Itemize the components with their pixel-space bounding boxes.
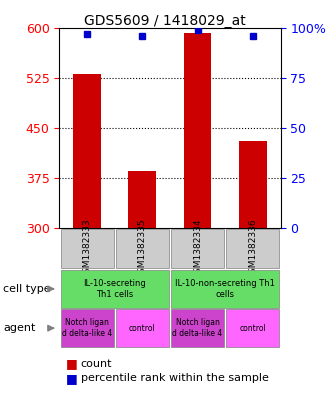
Bar xyxy=(226,309,280,347)
Text: Notch ligan
d delta-like 4: Notch ligan d delta-like 4 xyxy=(62,318,112,338)
Text: IL-10-secreting
Th1 cells: IL-10-secreting Th1 cells xyxy=(83,279,146,299)
Text: control: control xyxy=(129,324,156,332)
Bar xyxy=(116,309,169,347)
Bar xyxy=(171,270,280,308)
Bar xyxy=(60,309,114,347)
Text: control: control xyxy=(240,324,266,332)
Bar xyxy=(171,229,224,268)
Text: ■: ■ xyxy=(66,357,78,370)
Text: GSM1382336: GSM1382336 xyxy=(248,218,257,279)
Text: GDS5609 / 1418029_at: GDS5609 / 1418029_at xyxy=(84,14,246,28)
Text: percentile rank within the sample: percentile rank within the sample xyxy=(81,373,269,383)
Bar xyxy=(60,270,169,308)
Text: cell type: cell type xyxy=(3,284,51,294)
Bar xyxy=(73,74,101,228)
Text: GSM1382335: GSM1382335 xyxy=(138,218,147,279)
Text: count: count xyxy=(81,358,112,369)
Text: ■: ■ xyxy=(66,371,78,385)
Text: agent: agent xyxy=(3,323,36,333)
Bar xyxy=(226,229,280,268)
Bar xyxy=(184,33,212,228)
Bar xyxy=(60,229,114,268)
Text: GSM1382333: GSM1382333 xyxy=(82,218,91,279)
Text: IL-10-non-secreting Th1
cells: IL-10-non-secreting Th1 cells xyxy=(175,279,275,299)
Bar xyxy=(116,229,169,268)
Bar xyxy=(128,171,156,228)
Text: Notch ligan
d delta-like 4: Notch ligan d delta-like 4 xyxy=(173,318,223,338)
Text: GSM1382334: GSM1382334 xyxy=(193,219,202,279)
Bar xyxy=(239,141,267,228)
Bar xyxy=(171,309,224,347)
